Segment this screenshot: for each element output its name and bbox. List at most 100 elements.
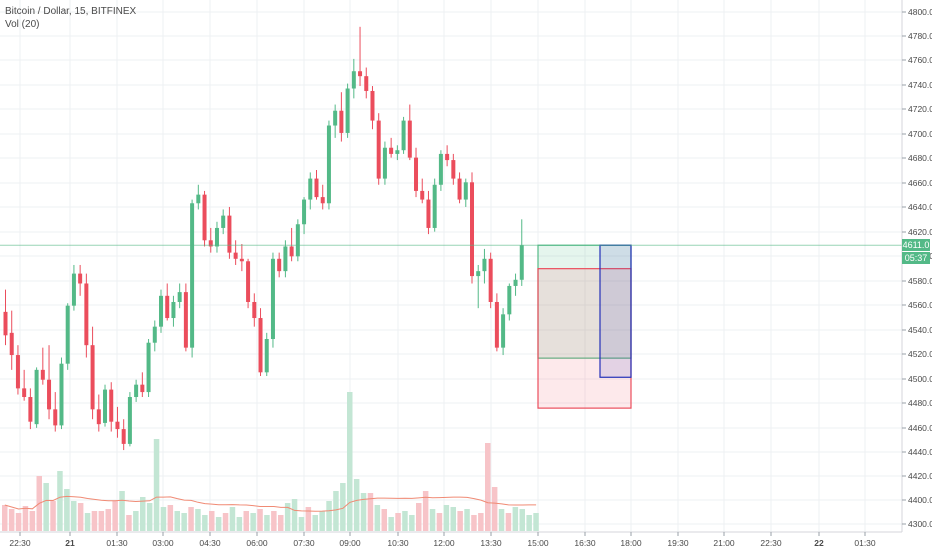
candle [339, 92, 344, 142]
candle [65, 303, 70, 370]
candle [177, 283, 182, 309]
candle-body [270, 258, 275, 340]
candle-body [246, 261, 251, 302]
candle-body [183, 292, 188, 348]
short-position-zone[interactable] [537, 268, 632, 409]
candle-body [239, 258, 244, 262]
candle-body [71, 273, 76, 306]
candle-body [488, 258, 493, 302]
candle [264, 332, 269, 377]
candle-body [146, 342, 151, 393]
candle [445, 145, 450, 167]
candle [395, 145, 400, 161]
candle [270, 252, 275, 348]
volume-bar [464, 509, 470, 531]
candle-body [432, 184, 437, 228]
candle-body [40, 369, 45, 380]
volume-bar [167, 505, 174, 531]
candle-body [233, 252, 238, 259]
candle [103, 384, 108, 427]
time-tick-label: 22 [814, 538, 824, 548]
price-scale[interactable]: 4800.0 4780.0 4760.0 4740.0 4720.0 4700.0 4680… [902, 7, 932, 529]
candle-body [326, 125, 331, 204]
volume-moving-average [4, 495, 537, 512]
volume-bar [533, 513, 539, 531]
candle-body [28, 397, 33, 422]
candle [28, 388, 33, 430]
volume-bar [526, 515, 532, 531]
candle [221, 209, 226, 235]
candle-body [283, 246, 288, 272]
time-scale[interactable]: 22:30 21 01:30 03:00 04:30 06:00 07:30 09:00 10:… [9, 532, 876, 548]
candle-body [445, 153, 450, 161]
candle-body [214, 227, 219, 247]
price-tick-label: 4760.0 [908, 55, 932, 65]
time-tick-label: 12:00 [433, 538, 455, 548]
candle [426, 190, 431, 235]
volume-bar [112, 501, 118, 531]
candle-body [22, 388, 27, 398]
volume-indicator-title[interactable]: Vol (20) [5, 19, 40, 30]
volume-bar [353, 479, 360, 531]
volume-bar [209, 511, 215, 531]
volume-bar [2, 505, 8, 531]
bar-countdown-label: 05:37 [902, 252, 930, 265]
volume-bar [340, 483, 346, 531]
time-tick-label: 16:30 [574, 538, 596, 548]
candle-body [358, 71, 363, 77]
candle [258, 308, 263, 377]
candle [3, 289, 8, 346]
candle [451, 153, 456, 185]
price-range-box[interactable] [599, 244, 632, 378]
candle-body [507, 285, 512, 315]
volume-bar [174, 511, 180, 531]
volume-bar [257, 509, 263, 531]
volume-bar [43, 483, 49, 531]
candle [519, 219, 524, 286]
candle-body [258, 318, 263, 373]
candle-body [221, 215, 226, 228]
price-tick-label: 4720.0 [908, 104, 932, 114]
candle-body [103, 389, 108, 423]
candle-body [59, 363, 64, 426]
candle-body [264, 339, 269, 373]
time-tick-label: 07:30 [293, 538, 315, 548]
position-drawings[interactable] [537, 244, 632, 409]
candle-body [34, 369, 39, 425]
volume-bar [29, 511, 36, 531]
symbol-title[interactable]: Bitcoin / Dollar, 15, BITFINEX [5, 6, 137, 17]
price-tick-label: 4800.0 [908, 7, 932, 17]
volume-bar [264, 515, 270, 531]
candle [90, 326, 95, 420]
candle-body [501, 314, 506, 348]
volume-bar [505, 513, 512, 531]
candle [78, 264, 83, 296]
price-tick-label: 4460.0 [908, 423, 932, 433]
candle-body [351, 71, 356, 89]
candle-body [127, 397, 132, 444]
candle [432, 178, 437, 232]
candle-body [227, 215, 232, 253]
candle-body [382, 147, 387, 179]
volume-bar [22, 506, 29, 531]
candle [488, 252, 493, 309]
candle-body [370, 90, 375, 121]
price-tick-label: 4500.0 [908, 374, 932, 384]
volume-bar [181, 513, 187, 531]
time-tick-label: 15:00 [527, 538, 549, 548]
volume-bar [71, 501, 77, 531]
candle-body [171, 301, 176, 319]
candle [152, 320, 157, 352]
time-tick-label: 21 [65, 538, 75, 548]
volume-bar [202, 515, 208, 531]
time-tick-label: 01:30 [106, 538, 128, 548]
candle-body [345, 88, 350, 133]
candle [190, 199, 195, 358]
volume-bar [512, 507, 519, 531]
volume-bar [126, 515, 132, 531]
candle [140, 372, 145, 398]
candle-body [177, 292, 182, 302]
candle-body [47, 379, 52, 410]
candle [40, 347, 45, 385]
